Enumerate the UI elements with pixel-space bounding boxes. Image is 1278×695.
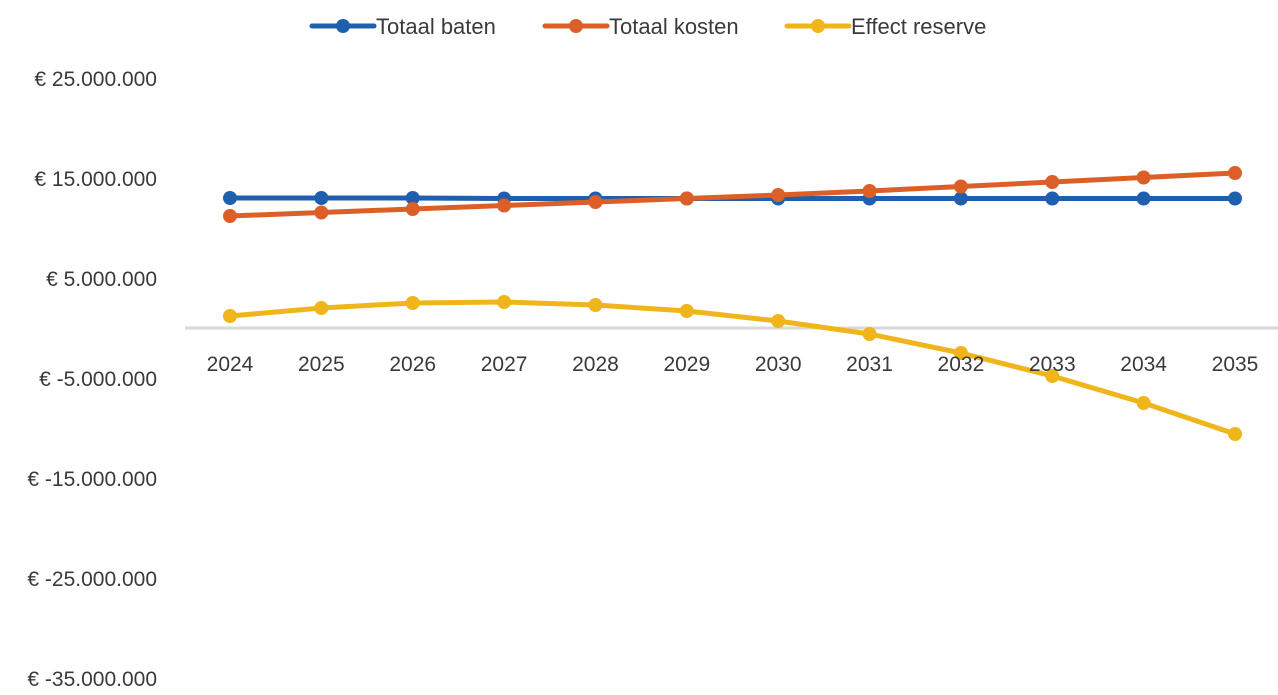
data-point: [1045, 369, 1060, 383]
x-tick-label: 2035: [1212, 353, 1259, 376]
x-tick-label: 2026: [389, 353, 436, 376]
x-tick-label: 2024: [207, 353, 254, 376]
data-point: [497, 295, 512, 309]
x-tick-label: 2029: [663, 353, 710, 376]
x-tick-label: 2025: [298, 353, 345, 376]
y-tick-label: € -25.000.000: [27, 568, 157, 591]
x-tick-label: 2028: [572, 353, 619, 376]
series-line: [227, 170, 1238, 219]
data-point: [1228, 191, 1242, 206]
y-axis-tick-labels: € 25.000.000 € 15.000.000 € 5.000.000 € -5.…: [27, 68, 157, 691]
data-point: [1136, 170, 1151, 185]
data-point: [223, 309, 237, 323]
x-tick-label: 2033: [1029, 353, 1076, 376]
data-point: [314, 301, 329, 315]
data-point: [405, 296, 420, 310]
data-point: [497, 198, 512, 213]
data-point: [314, 205, 329, 220]
x-axis-tick-labels: 2024 2025 2026 2027 2028 2029 2030 2031 2032 2033…: [207, 353, 1259, 376]
data-point: [679, 191, 694, 206]
data-point: [1045, 175, 1060, 189]
data-point: [953, 179, 968, 194]
y-tick-label: € 25.000.000: [34, 68, 157, 91]
legend-item: Totaal baten: [309, 14, 496, 39]
data-point: [588, 195, 603, 209]
data-point: [862, 327, 877, 341]
legend-label: Totaal baten: [376, 14, 496, 39]
y-tick-label: € -5.000.000: [39, 368, 157, 391]
legend-label: Totaal kosten: [609, 14, 739, 39]
data-point: [953, 191, 968, 206]
legend-swatch-marker: [336, 19, 350, 33]
data-point: [1228, 427, 1242, 441]
data-point: [1228, 166, 1242, 180]
data-point: [679, 304, 694, 318]
legend-item: Effect reserve: [784, 14, 986, 39]
legend-swatch-marker: [811, 19, 825, 33]
series-effect-reserve: [223, 295, 1242, 441]
data-point: [405, 202, 420, 216]
x-tick-label: 2031: [846, 353, 893, 376]
x-tick-label: 2032: [938, 353, 985, 376]
x-tick-label: 2027: [481, 353, 528, 376]
data-point: [314, 191, 329, 205]
legend-item: Totaal kosten: [542, 14, 739, 39]
legend-swatch-marker: [569, 19, 583, 33]
data-point: [405, 191, 420, 205]
x-tick-label: 2030: [755, 353, 802, 376]
legend-label: Effect reserve: [851, 14, 986, 39]
data-point: [862, 184, 877, 198]
series-totaal-kosten: [223, 166, 1242, 223]
y-tick-label: € 5.000.000: [46, 268, 157, 291]
legend: Totaal baten Totaal kosten Effect reserve: [309, 14, 986, 39]
y-tick-label: € -15.000.000: [27, 468, 157, 491]
y-tick-label: € -35.000.000: [27, 668, 157, 690]
series-line: [227, 299, 1238, 437]
data-point: [588, 298, 603, 312]
data-point: [223, 191, 237, 205]
data-point: [1136, 191, 1151, 206]
x-tick-label: 2034: [1120, 353, 1167, 376]
data-point: [1045, 191, 1060, 206]
data-point: [771, 314, 786, 328]
data-point: [953, 346, 968, 360]
series-layer: [223, 166, 1242, 441]
data-point: [1136, 396, 1151, 410]
data-point: [771, 188, 786, 202]
y-tick-label: € 15.000.000: [34, 168, 157, 191]
data-point: [223, 209, 237, 223]
